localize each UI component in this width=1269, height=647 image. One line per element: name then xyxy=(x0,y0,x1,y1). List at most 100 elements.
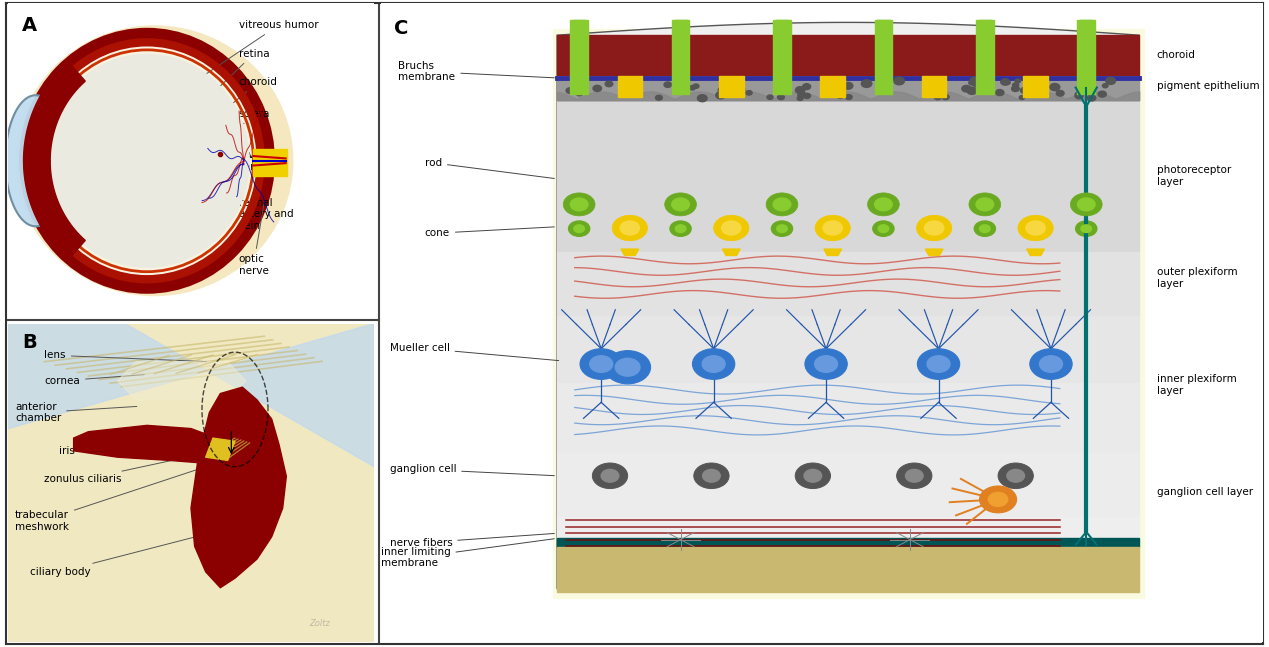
Text: trabecular
meshwork: trabecular meshwork xyxy=(15,468,203,532)
Circle shape xyxy=(805,470,822,482)
Circle shape xyxy=(897,463,931,488)
Circle shape xyxy=(1076,221,1096,236)
Circle shape xyxy=(693,84,699,89)
Circle shape xyxy=(563,193,595,216)
Polygon shape xyxy=(722,249,740,256)
Polygon shape xyxy=(824,81,843,97)
Circle shape xyxy=(698,94,707,102)
Text: B: B xyxy=(23,333,37,352)
Circle shape xyxy=(718,87,726,93)
Text: iris: iris xyxy=(58,439,151,456)
Polygon shape xyxy=(557,100,1140,252)
Text: zonulus ciliaris: zonulus ciliaris xyxy=(44,452,214,485)
Circle shape xyxy=(703,470,721,482)
Circle shape xyxy=(569,221,590,236)
Circle shape xyxy=(878,225,888,232)
Circle shape xyxy=(873,221,893,236)
Polygon shape xyxy=(557,316,1140,383)
Circle shape xyxy=(962,85,971,92)
Polygon shape xyxy=(24,160,85,260)
Circle shape xyxy=(844,82,853,89)
Polygon shape xyxy=(976,21,994,94)
Polygon shape xyxy=(621,249,638,256)
Circle shape xyxy=(772,221,793,236)
Circle shape xyxy=(694,463,730,488)
Circle shape xyxy=(737,85,744,90)
Circle shape xyxy=(996,89,1004,96)
Text: cornea: cornea xyxy=(44,375,145,386)
Text: outer plexiform
layer: outer plexiform layer xyxy=(1157,267,1237,289)
Text: ganglion cell layer: ganglion cell layer xyxy=(1157,487,1253,497)
Polygon shape xyxy=(775,21,788,81)
Circle shape xyxy=(612,215,647,241)
Circle shape xyxy=(1018,215,1053,241)
Polygon shape xyxy=(557,23,1140,592)
Polygon shape xyxy=(722,81,741,97)
Circle shape xyxy=(778,94,784,100)
Text: sclera: sclera xyxy=(230,109,270,137)
Polygon shape xyxy=(773,21,791,94)
Circle shape xyxy=(773,198,791,211)
Polygon shape xyxy=(570,21,588,94)
Circle shape xyxy=(1070,193,1103,216)
Circle shape xyxy=(1039,356,1062,372)
Polygon shape xyxy=(190,387,287,587)
Text: retinal
artery and
vein: retinal artery and vein xyxy=(239,182,293,231)
Polygon shape xyxy=(5,95,49,226)
Circle shape xyxy=(937,80,945,87)
Ellipse shape xyxy=(25,35,268,287)
Text: choroid: choroid xyxy=(1157,50,1195,60)
Circle shape xyxy=(1025,221,1046,235)
Polygon shape xyxy=(254,149,287,176)
Circle shape xyxy=(893,77,905,85)
Circle shape xyxy=(972,80,982,87)
Circle shape xyxy=(976,198,994,211)
Circle shape xyxy=(1013,83,1019,87)
Text: vitreous humor: vitreous humor xyxy=(183,20,319,90)
Polygon shape xyxy=(1025,81,1046,97)
Circle shape xyxy=(803,93,811,98)
Circle shape xyxy=(570,198,588,211)
Circle shape xyxy=(1105,78,1115,84)
Circle shape xyxy=(1081,225,1091,232)
Circle shape xyxy=(906,470,923,482)
Polygon shape xyxy=(557,383,1140,454)
Text: fovea
centralis: fovea centralis xyxy=(239,150,284,171)
Polygon shape xyxy=(921,76,947,97)
Circle shape xyxy=(1075,92,1082,98)
Polygon shape xyxy=(574,21,585,81)
Circle shape xyxy=(746,91,753,95)
Text: photoreceptor
layer: photoreceptor layer xyxy=(1157,166,1231,187)
Circle shape xyxy=(967,87,977,94)
Text: anterior
chamber: anterior chamber xyxy=(15,402,137,423)
Circle shape xyxy=(815,215,850,241)
Circle shape xyxy=(1030,79,1037,83)
Polygon shape xyxy=(720,76,744,97)
Circle shape xyxy=(576,91,582,96)
Polygon shape xyxy=(924,81,944,97)
Polygon shape xyxy=(557,252,1140,316)
Text: ganglion cell: ganglion cell xyxy=(390,465,555,476)
Polygon shape xyxy=(557,78,1140,100)
Text: Bruchs
membrane: Bruchs membrane xyxy=(398,61,555,82)
Circle shape xyxy=(980,225,990,232)
Circle shape xyxy=(671,198,689,211)
Circle shape xyxy=(693,349,735,379)
Circle shape xyxy=(702,356,725,372)
Circle shape xyxy=(997,463,1033,488)
Circle shape xyxy=(1006,470,1024,482)
Ellipse shape xyxy=(15,25,293,296)
Polygon shape xyxy=(621,81,640,97)
Circle shape xyxy=(574,225,585,232)
Circle shape xyxy=(736,87,745,93)
Polygon shape xyxy=(553,28,1143,598)
Circle shape xyxy=(874,198,892,211)
Polygon shape xyxy=(557,35,1140,75)
Circle shape xyxy=(722,221,741,235)
Polygon shape xyxy=(557,454,1140,518)
Text: retina: retina xyxy=(201,49,269,105)
Circle shape xyxy=(777,225,787,232)
Circle shape xyxy=(665,193,697,216)
Polygon shape xyxy=(671,21,689,94)
Circle shape xyxy=(934,94,942,100)
